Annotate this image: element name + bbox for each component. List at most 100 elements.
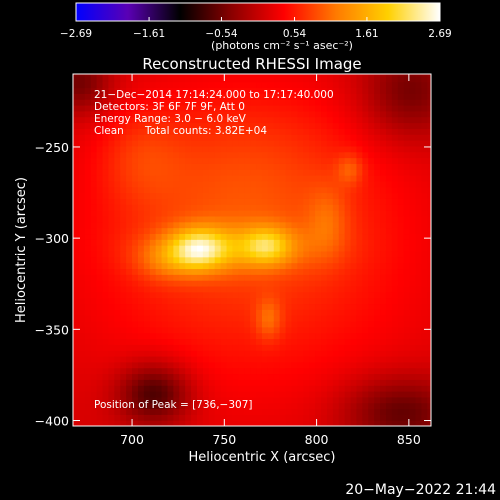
heatmap-cell (256, 233, 263, 240)
heatmap-cell (238, 145, 245, 153)
heatmap-cell (350, 128, 358, 135)
heatmap-cell (285, 140, 293, 147)
heatmap-cell (202, 99, 210, 106)
heatmap-cell (238, 122, 245, 129)
heatmap-cell (84, 390, 92, 398)
heatmap-cell (84, 122, 92, 129)
heatmap-cell (326, 396, 334, 404)
heatmap-cell (303, 332, 310, 340)
heatmap-cell (73, 291, 80, 299)
heatmap-cell (321, 373, 328, 380)
heatmap-cell (427, 408, 431, 415)
heatmap-cell (279, 361, 287, 369)
heatmap-cell (421, 291, 428, 299)
heatmap-cell (214, 99, 222, 106)
heatmap-cell (90, 151, 98, 159)
heatmap-cell (291, 280, 298, 287)
heatmap-cell (256, 215, 263, 223)
heatmap-cell (321, 105, 328, 112)
heatmap-cell (397, 134, 405, 141)
heatmap-cell (332, 227, 340, 235)
heatmap-cell (303, 309, 310, 316)
heatmap-cell (409, 239, 417, 246)
heatmap-cell (78, 332, 86, 340)
heatmap-cell (344, 169, 352, 176)
x-tick-label: 850 (397, 432, 421, 447)
heatmap-cell (191, 326, 198, 334)
heatmap-cell (84, 105, 92, 112)
heatmap-cell (391, 74, 399, 77)
heatmap-cell (197, 239, 204, 246)
heatmap-cell (161, 105, 169, 112)
heatmap-cell (261, 186, 269, 194)
heatmap-cell (362, 408, 369, 415)
heatmap-cell (143, 140, 151, 147)
y-tick-label: −300 (35, 231, 69, 246)
heatmap-cell (90, 320, 98, 328)
heatmap-cell (73, 75, 80, 83)
heatmap-cell (185, 245, 192, 252)
heatmap-cell (208, 373, 216, 380)
heatmap-cell (338, 233, 346, 240)
heatmap-cell (391, 210, 399, 217)
heatmap-cell (338, 297, 346, 305)
heatmap-cell (326, 280, 334, 287)
heatmap-cell (338, 151, 346, 159)
heatmap-cell (285, 151, 293, 159)
heatmap-cell (108, 169, 115, 176)
heatmap-cell (427, 338, 431, 345)
heatmap-cell (321, 157, 328, 164)
heatmap-cell (126, 180, 133, 188)
heatmap-cell (309, 320, 316, 328)
heatmap-cell (149, 140, 157, 147)
heatmap-cell (220, 332, 228, 340)
heatmap-cell (326, 134, 334, 141)
heatmap-cell (191, 122, 198, 129)
heatmap-cell (132, 245, 139, 252)
heatmap-cell (332, 344, 340, 351)
heatmap-cell (102, 420, 110, 426)
heatmap-cell (120, 81, 127, 89)
heatmap-cell (362, 367, 369, 375)
heatmap-cell (191, 297, 198, 305)
heatmap-cell (321, 320, 328, 328)
heatmap-cell (102, 367, 110, 375)
heatmap-cell (409, 93, 417, 100)
heatmap-cell (338, 262, 346, 270)
heatmap-cell (273, 128, 281, 135)
heatmap-cell (78, 75, 86, 83)
heatmap-cell (137, 390, 145, 398)
heatmap-cell (238, 280, 245, 287)
heatmap-cell (185, 297, 192, 305)
heatmap-cell (132, 408, 139, 415)
heatmap-cell (421, 204, 428, 211)
heatmap-cell (214, 268, 222, 275)
heatmap-cell (137, 344, 145, 351)
heatmap-cell (397, 145, 405, 153)
heatmap-cell (285, 157, 293, 164)
heatmap-cell (391, 402, 399, 410)
heatmap-cell (90, 408, 98, 415)
heatmap-cell (368, 233, 375, 240)
heatmap-cell (96, 122, 104, 129)
heatmap-cell (409, 402, 417, 410)
heatmap-cell (167, 420, 174, 426)
heatmap-cell (126, 110, 133, 118)
heatmap-cell (273, 233, 281, 240)
heatmap-cell (155, 239, 163, 246)
heatmap-cell (374, 221, 381, 229)
heatmap-cell (126, 291, 133, 299)
heatmap-cell (338, 93, 346, 100)
heatmap-cell (332, 297, 340, 305)
heatmap-cell (415, 350, 423, 357)
heatmap-cell (391, 81, 399, 89)
heatmap-cell (409, 280, 417, 287)
heatmap-cell (108, 157, 115, 164)
heatmap-cell (291, 140, 298, 147)
heatmap-cell (191, 338, 198, 345)
heatmap-cell (161, 122, 169, 129)
heatmap-cell (297, 210, 304, 217)
heatmap-cell (84, 291, 92, 299)
heatmap-cell (143, 268, 151, 275)
heatmap-cell (78, 390, 86, 398)
